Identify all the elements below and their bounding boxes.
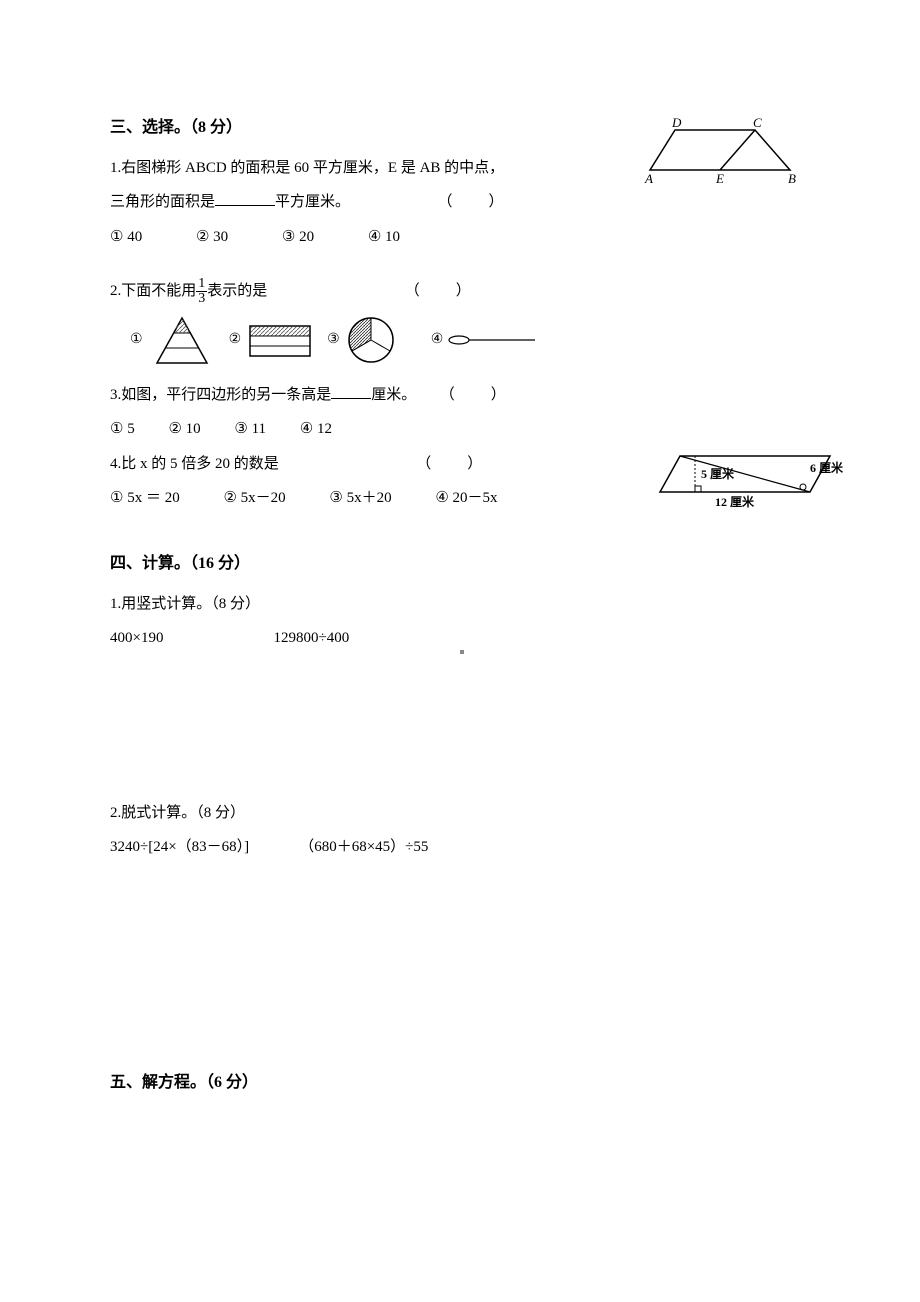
- q4-2-expr2: （680＋68×45）÷55: [299, 830, 428, 865]
- shape-3[interactable]: ③: [327, 313, 399, 368]
- q3-1-options: ① 40 ② 30 ③ 20 ④ 10: [110, 220, 810, 255]
- q4-2-expr1: 3240÷[24×（83－68）]: [110, 830, 249, 865]
- section4-title: 四、计算。（16 分）: [110, 546, 810, 583]
- fraction-1-3: 13: [196, 277, 207, 306]
- shape-1[interactable]: ①: [130, 313, 217, 368]
- q3-1-opt2[interactable]: ② 30: [196, 229, 228, 245]
- side-label: 6 厘米: [810, 460, 844, 475]
- q4-1-expr2: 129800÷400: [273, 621, 349, 656]
- q3-3-opt2[interactable]: ② 10: [168, 421, 200, 437]
- q3-4-options: ① 5x ＝ 20 ② 5x－20 ③ 5x＋20 ④ 20－5x: [110, 481, 810, 516]
- q3-4-opt4[interactable]: ④ 20－5x: [435, 490, 497, 506]
- section5-title: 五、解方程。（6 分）: [110, 1065, 810, 1102]
- q3-2-post: 表示的是: [207, 283, 267, 299]
- q3-2-shapes: ① ② ③: [130, 313, 810, 368]
- q4-2-title: 2.脱式计算。（8 分）: [110, 796, 810, 831]
- q3-1-opt4[interactable]: ④ 10: [368, 229, 400, 245]
- q3-1-line1: 1.右图梯形 ABCD 的面积是 60 平方厘米，E 是 AB 的中点，: [110, 151, 810, 186]
- q4-2-exprs: 3240÷[24×（83－68）] （680＋68×45）÷55: [110, 830, 810, 865]
- q3-2-paren[interactable]: （ ）: [405, 283, 473, 299]
- q3-3-options: ① 5 ② 10 ③ 11 ④ 12: [110, 412, 810, 447]
- q3-1-opt1[interactable]: ① 40: [110, 229, 142, 245]
- q3-3-pre: 3.如图，平行四边形的另一条高是: [110, 387, 331, 403]
- q3-3-blank[interactable]: [331, 384, 371, 399]
- q3-3-opt1[interactable]: ① 5: [110, 421, 135, 437]
- q3-1-opt3[interactable]: ③ 20: [282, 229, 314, 245]
- q3-2-pre: 2.下面不能用: [110, 283, 196, 299]
- label-d: D: [671, 115, 682, 130]
- q3-4-opt1[interactable]: ① 5x ＝ 20: [110, 490, 180, 506]
- shape-2[interactable]: ②: [229, 318, 316, 363]
- q3-4-opt3[interactable]: ③ 5x＋20: [329, 490, 391, 506]
- q3-3: 3.如图，平行四边形的另一条高是 厘米。 （ ） ① 5 ② 10 ③ 11 ④ …: [110, 378, 810, 447]
- q3-3-opt3[interactable]: ③ 11: [234, 421, 266, 437]
- page-marker-icon: [460, 650, 464, 654]
- q3-3-paren[interactable]: （ ）: [440, 387, 508, 403]
- q3-4: 4.比 x 的 5 倍多 20 的数是 （ ） ① 5x ＝ 20 ② 5x－2…: [110, 447, 810, 516]
- q4-1-expr1: 400×190: [110, 621, 163, 656]
- q3-1: 1.右图梯形 ABCD 的面积是 60 平方厘米，E 是 AB 的中点， 三角形…: [110, 151, 810, 255]
- q3-1-paren[interactable]: （ ）: [438, 194, 506, 210]
- q4-1-title: 1.用竖式计算。（8 分）: [110, 587, 810, 622]
- q3-3-opt4[interactable]: ④ 12: [300, 421, 332, 437]
- q3-4-opt2[interactable]: ② 5x－20: [223, 490, 285, 506]
- label-c: C: [753, 115, 762, 130]
- q3-4-paren[interactable]: （ ）: [416, 456, 484, 472]
- q3-1-line2-pre: 三角形的面积是: [110, 194, 215, 210]
- q3-2: 2.下面不能用13表示的是 （ ） ① ② ③: [110, 274, 810, 368]
- q3-4-text: 4.比 x 的 5 倍多 20 的数是: [110, 456, 279, 472]
- q3-1-blank[interactable]: [215, 191, 275, 206]
- q3-3-post: 厘米。: [371, 387, 416, 403]
- q3-1-line2-post: 平方厘米。: [275, 194, 350, 210]
- shape-4[interactable]: ④: [431, 324, 538, 356]
